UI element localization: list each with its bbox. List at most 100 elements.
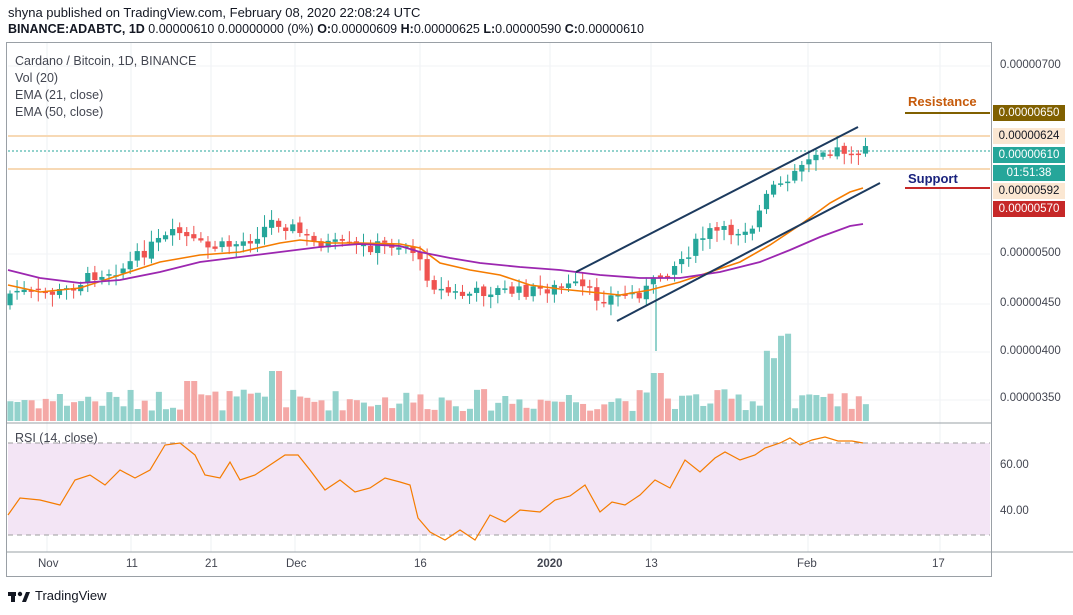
candle-body [827,154,833,156]
legend-vol: Vol (20) [15,71,59,85]
volume-bar [261,396,268,421]
volume-bar [382,397,389,421]
candle-body [509,286,515,294]
candle-body [481,286,487,297]
ohlc-open: 0.00000609 [331,22,398,36]
ohlc-o-label: O: [317,22,332,36]
candle-body [49,291,56,295]
candle-body [162,235,169,240]
volume-bar [360,402,367,421]
volume-bar [664,398,671,421]
ohlc-close: 0.00000610 [577,22,644,36]
candle-body [573,281,579,284]
volume-bar [92,401,99,421]
candle-body [523,284,529,297]
candle-body [700,238,706,240]
candle-body [283,227,289,232]
volume-bar [587,410,594,421]
volume-bar [389,408,396,421]
candle-body [742,231,748,235]
candle-body [601,301,607,304]
volume-bar [290,389,297,421]
candle-body [127,261,133,270]
candle-body [792,170,798,181]
volume-bar [594,409,601,421]
candle-body [778,183,784,185]
candle-body [530,286,536,297]
candle-body [431,280,437,290]
candle-body [120,268,126,274]
candle-body [664,275,671,278]
chart-area[interactable] [6,42,992,577]
volume-bar [120,406,127,421]
volume-bar [191,381,198,421]
volume-bar [339,410,346,421]
volume-bar [778,335,785,421]
candle-body [198,238,204,241]
candle-body [170,229,176,236]
candle-body [297,222,303,234]
legend-ema21: EMA (21, close) [15,88,104,102]
volume-bar [601,404,608,421]
y-axis-label: 0.00000450 [1000,297,1061,309]
volume-bar [28,400,35,421]
candle-body [834,147,840,157]
tradingview-footer[interactable]: TradingView [8,588,107,603]
candle-body [671,266,678,275]
volume-bar [283,407,290,421]
volume-bar [679,395,686,421]
candle-body [106,274,112,276]
volume-bar [233,396,240,421]
volume-bar [735,394,742,421]
volume-bar [495,402,502,421]
volume-bar [657,373,664,421]
chart-header: shyna published on TradingView.com, Febr… [0,0,1073,40]
candle-body [21,289,27,293]
ema21-line [7,187,864,296]
volume-bar [445,400,452,421]
volume-bar [573,402,579,421]
volume-bar [728,398,735,421]
candle-body [219,241,225,248]
candle-body [375,241,381,254]
candle-body [290,224,296,232]
x-axis-label: 21 [205,558,218,570]
x-axis-label: Dec [286,558,307,570]
legend-symbol: Cardano / Bitcoin, 1D, BINANCE [15,54,197,68]
candle-body [85,273,91,284]
candle-body [205,241,211,248]
volume-bar [438,397,445,421]
y-axis-label: 0.00000400 [1000,345,1061,357]
level-624-tag: 0.00000624 [993,128,1065,144]
volume-bar [424,409,431,421]
volume-bar [184,381,191,421]
resistance-price-tag: 0.00000650 [993,105,1065,121]
volume-bar [353,400,360,421]
candle-body [558,286,565,288]
candle-body [474,287,480,293]
volume-bar [141,400,148,421]
candle-body [35,288,41,291]
volume-bar [276,371,283,421]
volume-bar [714,390,721,421]
volume-bar [516,399,523,421]
volume-bar [155,391,162,421]
support-label: Support [908,171,958,186]
volume-bars [7,333,869,421]
candle-body [707,228,713,239]
candle-body [339,239,345,241]
candle-body [636,292,642,299]
candle-body [261,226,268,238]
candle-body [608,295,614,305]
volume-bar [502,396,509,421]
volume-bar [42,398,49,421]
candle-body [184,232,190,237]
volume-bar [417,394,424,421]
volume-bar [671,408,678,421]
volume-bar [650,373,657,421]
tradingview-logo-icon [8,591,30,602]
candle-body [587,286,593,288]
rsi-axis-label: 60.00 [1000,459,1029,471]
publisher-line: shyna published on TradingView.com, Febr… [8,5,421,20]
